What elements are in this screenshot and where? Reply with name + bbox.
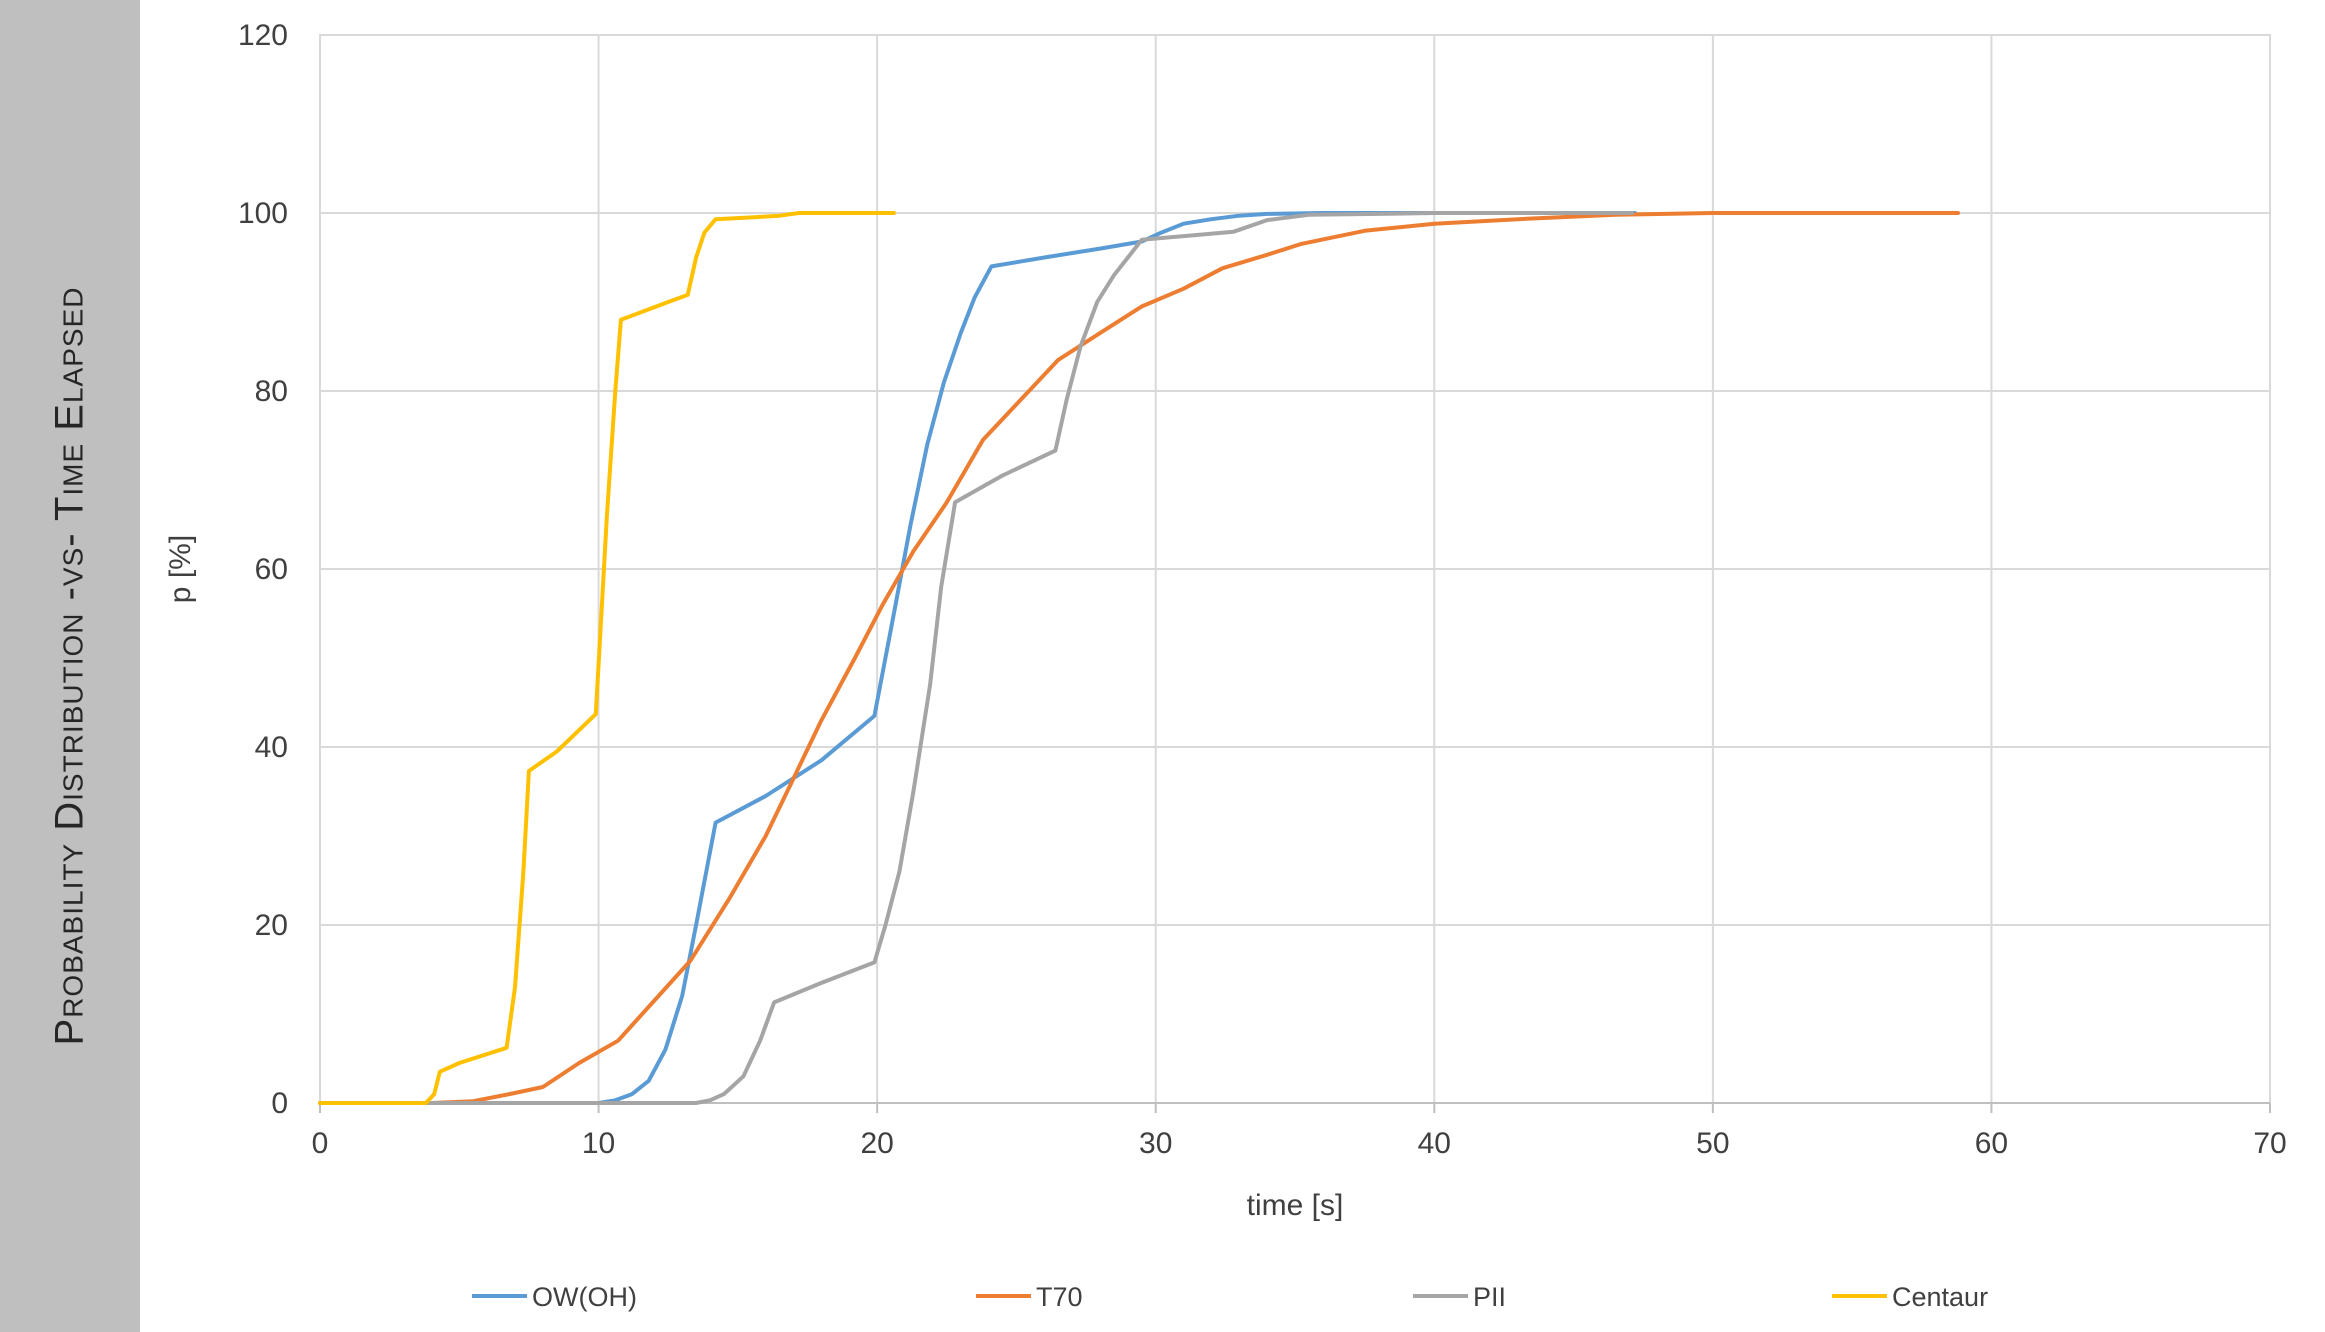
- x-tick-label: 50: [1696, 1127, 1729, 1160]
- y-tick-label: 0: [271, 1087, 288, 1120]
- gridlines: [320, 34, 2271, 1103]
- y-tick-label: 60: [255, 553, 288, 586]
- legend-label: Centaur: [1892, 1282, 1988, 1312]
- series-line-centaur: [318, 211, 896, 1105]
- series-line-ow-oh: [318, 211, 1637, 1105]
- x-tick-label: 10: [582, 1127, 615, 1160]
- y-axis-label: p [%]: [164, 535, 197, 603]
- x-tick-label: 20: [860, 1127, 893, 1160]
- title-side-panel: Probability Distribution -vs- Time Elaps…: [0, 0, 140, 1332]
- y-tick-label: 40: [255, 731, 288, 764]
- y-tick-label: 120: [238, 19, 288, 52]
- x-tick-label: 60: [1975, 1127, 2008, 1160]
- x-tick-label: 40: [1418, 1127, 1451, 1160]
- x-tick-label: 0: [312, 1127, 329, 1160]
- series-lines: [318, 211, 1960, 1105]
- x-tick-label: 30: [1139, 1127, 1172, 1160]
- y-tick-label: 100: [238, 197, 288, 230]
- x-tick-label: 70: [2253, 1127, 2286, 1160]
- legend-label: PII: [1473, 1282, 1506, 1312]
- y-tick-label: 20: [255, 909, 288, 942]
- legend: OW(OH) T70 PII Centaur: [472, 1282, 1988, 1312]
- legend-label: OW(OH): [532, 1282, 637, 1312]
- x-axis-label: time [s]: [1247, 1189, 1344, 1222]
- series-line-t70: [318, 211, 1960, 1105]
- legend-label: T70: [1036, 1282, 1083, 1312]
- tick-labels: 0 10 20 30 40 50 60 70 0 20 40 60 80 100 120: [238, 19, 2287, 1160]
- series-line-pii: [318, 211, 1635, 1105]
- y-tick-label: 80: [255, 375, 288, 408]
